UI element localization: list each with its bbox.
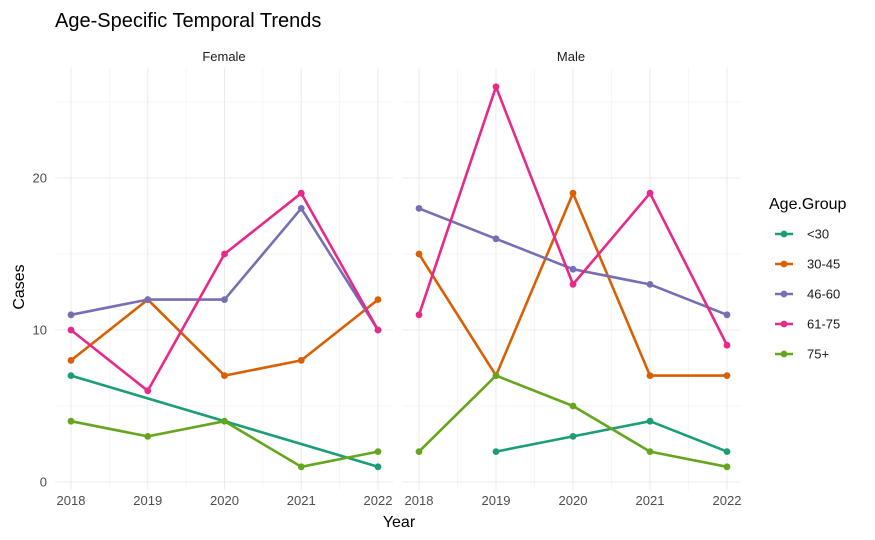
- data-point: [374, 326, 382, 334]
- data-point: [569, 189, 577, 197]
- legend-key-point: [780, 320, 788, 328]
- data-point: [569, 265, 577, 273]
- legend-item: <30: [775, 227, 829, 242]
- data-point: [492, 235, 500, 243]
- data-point: [144, 433, 152, 440]
- legend-key-point: [780, 230, 788, 238]
- data-point: [569, 402, 577, 410]
- data-point: [221, 296, 228, 303]
- data-point: [569, 281, 577, 288]
- data-point: [415, 311, 423, 319]
- x-tick-label: 2021: [287, 493, 316, 508]
- data-point: [415, 250, 423, 258]
- data-point: [492, 372, 500, 379]
- data-point: [67, 311, 75, 319]
- data-point: [492, 448, 500, 455]
- data-point: [374, 448, 382, 455]
- x-tick-label: 2019: [482, 493, 511, 508]
- data-point: [297, 357, 305, 364]
- x-tick-label: 2021: [636, 493, 665, 508]
- x-tick-label: 2019: [133, 493, 162, 508]
- x-axis-title: Year: [383, 514, 416, 531]
- panel-female: Female 2018 2019 2020 2021 2022 0 10 20: [33, 49, 393, 508]
- legend-label: 75+: [807, 347, 829, 362]
- data-point: [67, 326, 75, 334]
- legend-item: 75+: [775, 347, 829, 362]
- y-axis-title: Cases: [11, 264, 28, 309]
- data-point: [67, 372, 75, 379]
- data-point: [221, 250, 228, 258]
- data-point: [144, 296, 152, 303]
- x-tick-label: 2022: [713, 493, 742, 508]
- data-point: [297, 463, 305, 471]
- data-point: [569, 433, 577, 440]
- chart-panels: Female 2018 2019 2020 2021 2022 0 10 20 Male 2018 2…: [33, 49, 742, 508]
- facet-label: Female: [202, 49, 245, 64]
- data-point: [646, 448, 654, 455]
- data-point: [297, 189, 305, 197]
- data-point: [646, 189, 654, 197]
- x-tick-label: 2018: [57, 493, 86, 508]
- legend-key-point: [780, 350, 788, 358]
- panel-male: Male 2018 2019 2020 2021 2022: [402, 49, 741, 508]
- x-tick-label: 2018: [405, 493, 434, 508]
- data-point: [646, 372, 654, 379]
- y-tick-label: 20: [33, 171, 47, 186]
- x-tick-label: 2022: [364, 493, 393, 508]
- legend-key-point: [780, 260, 788, 268]
- data-point: [723, 341, 731, 349]
- legend-item: 30-45: [775, 257, 840, 272]
- legend-label: <30: [807, 227, 829, 242]
- data-point: [67, 357, 75, 364]
- data-point: [415, 205, 423, 212]
- data-point: [646, 281, 654, 288]
- data-point: [723, 463, 731, 471]
- data-point: [415, 448, 423, 455]
- data-point: [723, 311, 731, 319]
- data-point: [221, 372, 228, 379]
- data-point: [374, 463, 382, 471]
- legend-label: 30-45: [807, 257, 840, 272]
- legend: Age.Group <30 30-45 46-60 61-75 75+: [769, 196, 846, 362]
- y-tick-label: 0: [40, 475, 47, 490]
- data-point: [723, 448, 731, 455]
- chart-title: Age-Specific Temporal Trends: [55, 10, 321, 32]
- data-point: [646, 417, 654, 425]
- data-point: [221, 417, 228, 425]
- data-point: [492, 83, 500, 91]
- legend-label: 46-60: [807, 287, 840, 302]
- x-tick-label: 2020: [210, 493, 239, 508]
- legend-title: Age.Group: [769, 196, 846, 213]
- legend-label: 61-75: [807, 317, 840, 332]
- legend-key-point: [780, 290, 788, 298]
- data-point: [297, 205, 305, 212]
- x-tick-label: 2020: [559, 493, 588, 508]
- data-point: [723, 372, 731, 379]
- y-tick-label: 10: [33, 323, 47, 338]
- data-point: [374, 296, 382, 303]
- facet-label: Male: [557, 49, 585, 64]
- legend-item: 61-75: [775, 317, 840, 332]
- data-point: [67, 417, 75, 425]
- data-point: [144, 387, 152, 395]
- legend-item: 46-60: [775, 287, 840, 302]
